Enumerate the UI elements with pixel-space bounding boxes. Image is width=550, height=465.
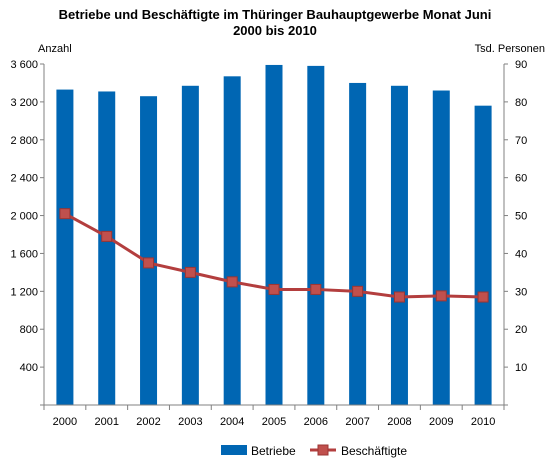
line-point-2007 xyxy=(352,285,364,297)
x-tick-label: 2001 xyxy=(94,416,118,428)
line-point-2005 xyxy=(268,283,280,295)
bar-2001 xyxy=(98,91,116,405)
right-tick-label: 50 xyxy=(515,211,527,223)
x-tick-label: 2009 xyxy=(429,416,453,428)
line-point-2006 xyxy=(310,283,322,295)
bar-2008 xyxy=(390,85,408,406)
right-tick-label: 60 xyxy=(515,173,527,185)
bar-2002 xyxy=(140,96,158,405)
right-axis-title: Tsd. Personen xyxy=(475,43,545,55)
line-point-2009 xyxy=(435,290,447,302)
right-tick-label: 70 xyxy=(515,135,527,147)
chart-title: Betriebe und Beschäftigte im Thüringer B… xyxy=(59,7,492,22)
x-tick-label: 2003 xyxy=(178,416,202,428)
left-tick-label: 400 xyxy=(20,362,38,374)
left-axis-title: Anzahl xyxy=(38,43,72,55)
line-series-beschaeftigte xyxy=(59,208,489,303)
line-point-2004 xyxy=(226,276,238,288)
bar-2004 xyxy=(223,76,241,405)
left-tick-label: 800 xyxy=(20,324,38,336)
line-point-2008 xyxy=(393,291,405,303)
line-point-2003 xyxy=(184,266,196,278)
bar-2000 xyxy=(56,89,74,405)
x-tick-label: 2005 xyxy=(262,416,286,428)
left-tick-label: 1 200 xyxy=(10,286,38,298)
left-tick-label: 1 600 xyxy=(10,248,38,260)
legend-label-beschaeftigte: Beschäftigte xyxy=(341,444,407,458)
right-tick-label: 90 xyxy=(515,59,527,71)
left-tick-label: 2 000 xyxy=(10,211,38,223)
line-point-2000 xyxy=(59,208,71,220)
x-tick-label: 2010 xyxy=(471,416,495,428)
x-tick-label: 2008 xyxy=(387,416,411,428)
left-tick-label: 2 800 xyxy=(10,135,38,147)
right-tick-label: 20 xyxy=(515,324,527,336)
line-point-2010 xyxy=(477,291,489,303)
x-tick-label: 2000 xyxy=(53,416,77,428)
legend-marker-beschaeftigte xyxy=(317,444,329,456)
bar-2003 xyxy=(181,85,199,406)
right-tick-label: 40 xyxy=(515,248,527,260)
legend: Betriebe Beschäftigte xyxy=(221,444,407,458)
right-tick-label: 30 xyxy=(515,286,527,298)
x-tick-label: 2004 xyxy=(220,416,244,428)
bar-series-betriebe xyxy=(56,64,492,406)
axes xyxy=(40,63,508,410)
left-tick-label: 3 200 xyxy=(10,97,38,109)
left-tick-label: 3 600 xyxy=(10,59,38,71)
line-point-2002 xyxy=(143,257,155,269)
bar-2010 xyxy=(474,105,492,405)
right-tick-label: 80 xyxy=(515,97,527,109)
bar-2009 xyxy=(432,90,450,406)
x-tick-label: 2002 xyxy=(136,416,160,428)
right-tick-label: 10 xyxy=(515,362,527,374)
bar-2005 xyxy=(265,64,283,406)
legend-label-betriebe: Betriebe xyxy=(251,444,296,458)
line-point-2001 xyxy=(101,230,113,242)
bar-2007 xyxy=(349,82,367,405)
bar-2006 xyxy=(307,65,325,406)
x-tick-label: 2006 xyxy=(304,416,328,428)
legend-swatch-betriebe xyxy=(221,445,247,455)
chart-subtitle: 2000 bis 2010 xyxy=(233,23,317,38)
left-tick-label: 2 400 xyxy=(10,173,38,185)
tick-labels: 400 800 1 200 1 600 2 000 2 400 2 800 3 200 3 60… xyxy=(10,59,527,428)
x-tick-label: 2007 xyxy=(345,416,369,428)
